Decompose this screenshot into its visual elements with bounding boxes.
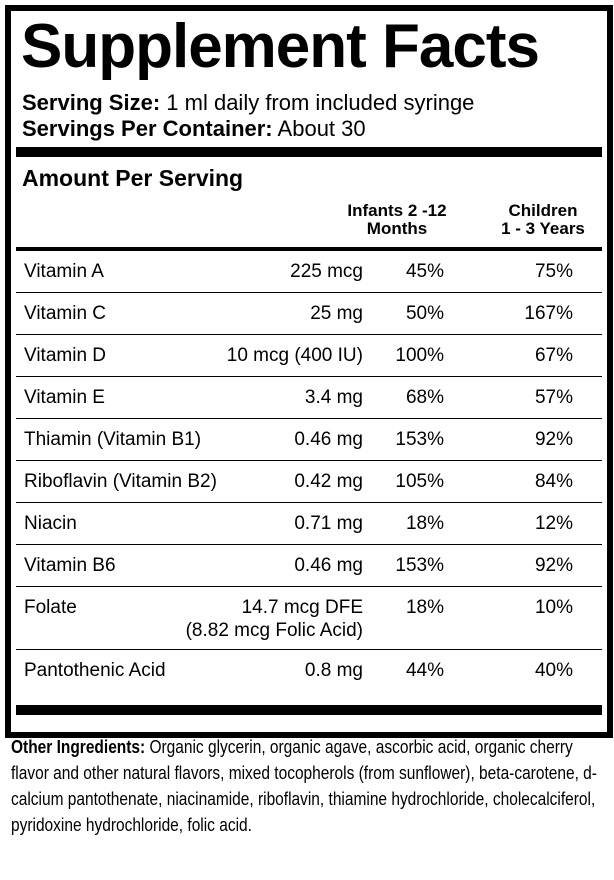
nutrient-amount: 0.46 mg (294, 429, 363, 450)
table-row: Vitamin E 3.4 mg 68% 57% (16, 377, 602, 419)
nutrient-amount: 3.4 mg (304, 387, 363, 408)
other-ingredients: Other Ingredients: Organic glycerin, org… (11, 734, 604, 838)
nutrient-amount-secondary: (8.82 mcg Folic Acid) (185, 620, 363, 641)
infants-daily-value: 68% (405, 387, 444, 408)
nutrient-name: Vitamin B6 (24, 555, 116, 576)
other-ingredients-label: Other Ingredients: (11, 737, 146, 757)
infants-daily-value: 45% (405, 261, 444, 282)
servings-per-container: Servings Per Container: About 30 (22, 116, 366, 142)
nutrient-name: Vitamin A (24, 261, 104, 282)
nutrient-name: Riboflavin (Vitamin B2) (24, 471, 217, 492)
children-daily-value: 57% (534, 387, 573, 408)
infants-daily-value: 153% (395, 555, 444, 576)
table-row: Pantothenic Acid 0.8 mg 44% 40% (16, 650, 602, 691)
table-row: Vitamin A 225 mcg 45% 75% (16, 251, 602, 293)
children-daily-value: 167% (524, 303, 573, 324)
divider-thick-top (16, 147, 602, 157)
infants-daily-value: 105% (395, 471, 444, 492)
column-header-infants-line2: Months (366, 219, 428, 238)
infants-daily-value: 50% (405, 303, 444, 324)
children-daily-value: 12% (534, 513, 573, 534)
table-row: Folate 14.7 mcg DFE 18% 10% (8.82 mcg Folic … (16, 587, 602, 650)
nutrient-name: Vitamin E (24, 387, 105, 408)
children-daily-value: 92% (534, 555, 573, 576)
infants-daily-value: 18% (405, 597, 444, 618)
divider-header (16, 247, 602, 251)
nutrient-name: Niacin (24, 513, 77, 534)
servings-per-container-label: Servings Per Container: (22, 116, 273, 141)
amount-per-serving-heading: Amount Per Serving (22, 165, 244, 191)
supplement-facts-panel: Supplement Facts Serving Size: 1 ml dail… (5, 5, 613, 738)
nutrient-amount: 0.8 mg (304, 660, 363, 681)
infants-daily-value: 100% (395, 345, 444, 366)
column-header-children: Children 1 - 3 Years (480, 202, 606, 238)
column-header-infants-line1: Infants 2 -12 (347, 201, 447, 220)
table-row: Vitamin C 25 mg 50% 167% (16, 293, 602, 335)
table-row: Niacin 0.71 mg 18% 12% (16, 503, 602, 545)
children-daily-value: 92% (534, 429, 573, 450)
servings-per-container-value: About 30 (277, 116, 366, 141)
column-header-children-line2: 1 - 3 Years (501, 219, 585, 238)
serving-size-value: 1 ml daily from included syringe (166, 90, 475, 115)
other-ingredients-text: Organic glycerin, organic agave, ascorbi… (11, 737, 597, 835)
children-daily-value: 40% (534, 660, 573, 681)
nutrient-amount: 14.7 mcg DFE (241, 597, 363, 618)
children-daily-value: 75% (534, 261, 573, 282)
nutrient-amount: 0.71 mg (294, 513, 363, 534)
nutrient-name: Pantothenic Acid (24, 660, 166, 681)
serving-size-label: Serving Size: (22, 90, 161, 115)
column-header-infants: Infants 2 -12 Months (329, 202, 465, 238)
nutrient-amount: 25 mg (310, 303, 363, 324)
nutrient-name: Vitamin D (24, 345, 107, 366)
panel-title: Supplement Facts (21, 12, 540, 81)
nutrient-amount: 0.46 mg (294, 555, 363, 576)
nutrient-amount: 0.42 mg (294, 471, 363, 492)
serving-size: Serving Size: 1 ml daily from included s… (22, 90, 474, 116)
children-daily-value: 67% (534, 345, 573, 366)
nutrient-name: Vitamin C (24, 303, 107, 324)
table-row: Thiamin (Vitamin B1) 0.46 mg 153% 92% (16, 419, 602, 461)
divider-thick-bottom (16, 705, 602, 715)
table-row: Vitamin B6 0.46 mg 153% 92% (16, 545, 602, 587)
infants-daily-value: 153% (395, 429, 444, 450)
table-row: Vitamin D 10 mcg (400 IU) 100% 67% (16, 335, 602, 377)
children-daily-value: 10% (534, 597, 573, 618)
nutrient-amount: 10 mcg (400 IU) (226, 345, 363, 366)
nutrient-name: Folate (24, 597, 77, 618)
nutrient-name: Thiamin (Vitamin B1) (24, 429, 202, 450)
infants-daily-value: 44% (405, 660, 444, 681)
infants-daily-value: 18% (405, 513, 444, 534)
column-header-children-line1: Children (508, 201, 578, 220)
children-daily-value: 84% (534, 471, 573, 492)
nutrient-amount: 225 mcg (290, 261, 363, 282)
table-row: Riboflavin (Vitamin B2) 0.42 mg 105% 84% (16, 461, 602, 503)
